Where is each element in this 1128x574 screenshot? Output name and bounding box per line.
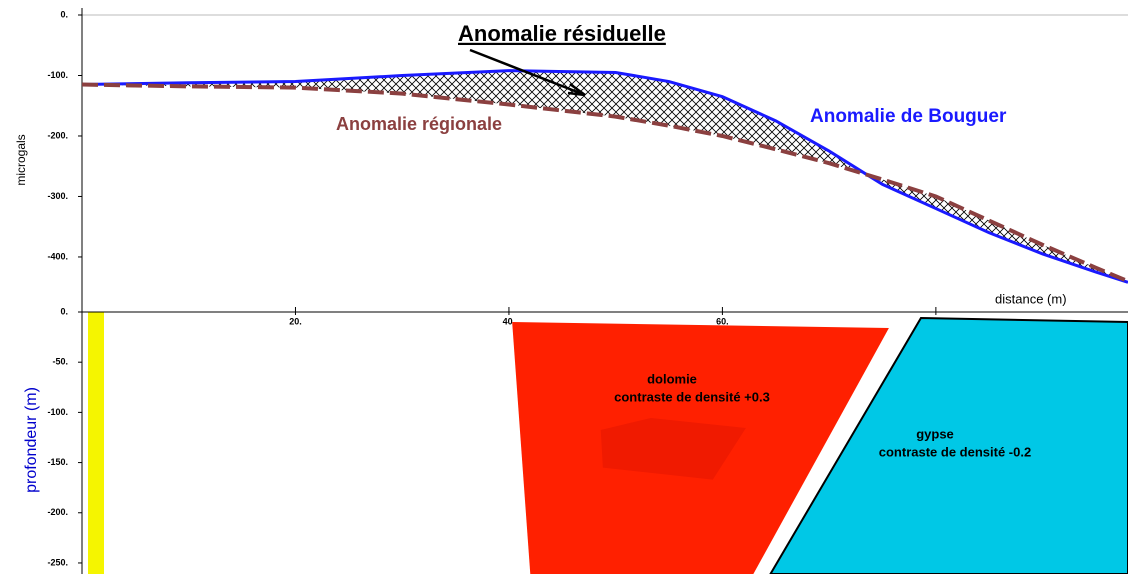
yellow-strip <box>88 312 104 574</box>
body-sublabel: contraste de densité +0.3 <box>614 389 770 404</box>
body-label: gypse <box>916 426 954 441</box>
y-tick-label: -50. <box>52 357 68 367</box>
body-sublabel: contraste de densité -0.2 <box>879 444 1031 459</box>
body-section <box>769 317 1128 574</box>
body-label: dolomie <box>647 371 697 386</box>
y-tick-label: -250. <box>47 557 68 567</box>
x-tick-label: 60. <box>716 316 729 326</box>
series-line <box>81 69 1128 284</box>
y-tick-label: -100. <box>47 70 68 80</box>
annotation: Anomalie résiduelle <box>458 21 666 46</box>
y-tick-label: -150. <box>47 457 68 467</box>
y-axis-label: profondeur (m) <box>23 387 40 493</box>
series-label: Anomalie régionale <box>336 114 502 134</box>
y-tick-label: -200. <box>47 130 68 140</box>
y-tick-label: -300. <box>47 191 68 201</box>
series-line <box>81 82 1128 283</box>
annotation-arrow <box>469 48 586 97</box>
series-label: Anomalie de Bouguer <box>810 106 1007 127</box>
x-tick-label: 40. <box>503 316 516 326</box>
y-tick-label: -100. <box>47 407 68 417</box>
y-tick-label: 0. <box>60 9 68 19</box>
y-tick-label: -200. <box>47 507 68 517</box>
x-tick-label: 20. <box>289 316 302 326</box>
y-axis-label: microgals <box>14 134 28 185</box>
body-section <box>600 418 746 480</box>
y-tick-label: -400. <box>47 251 68 261</box>
x-axis-label: distance (m) <box>995 291 1067 306</box>
residual-hatch <box>82 70 1128 283</box>
y-tick-label: 0. <box>60 306 68 316</box>
